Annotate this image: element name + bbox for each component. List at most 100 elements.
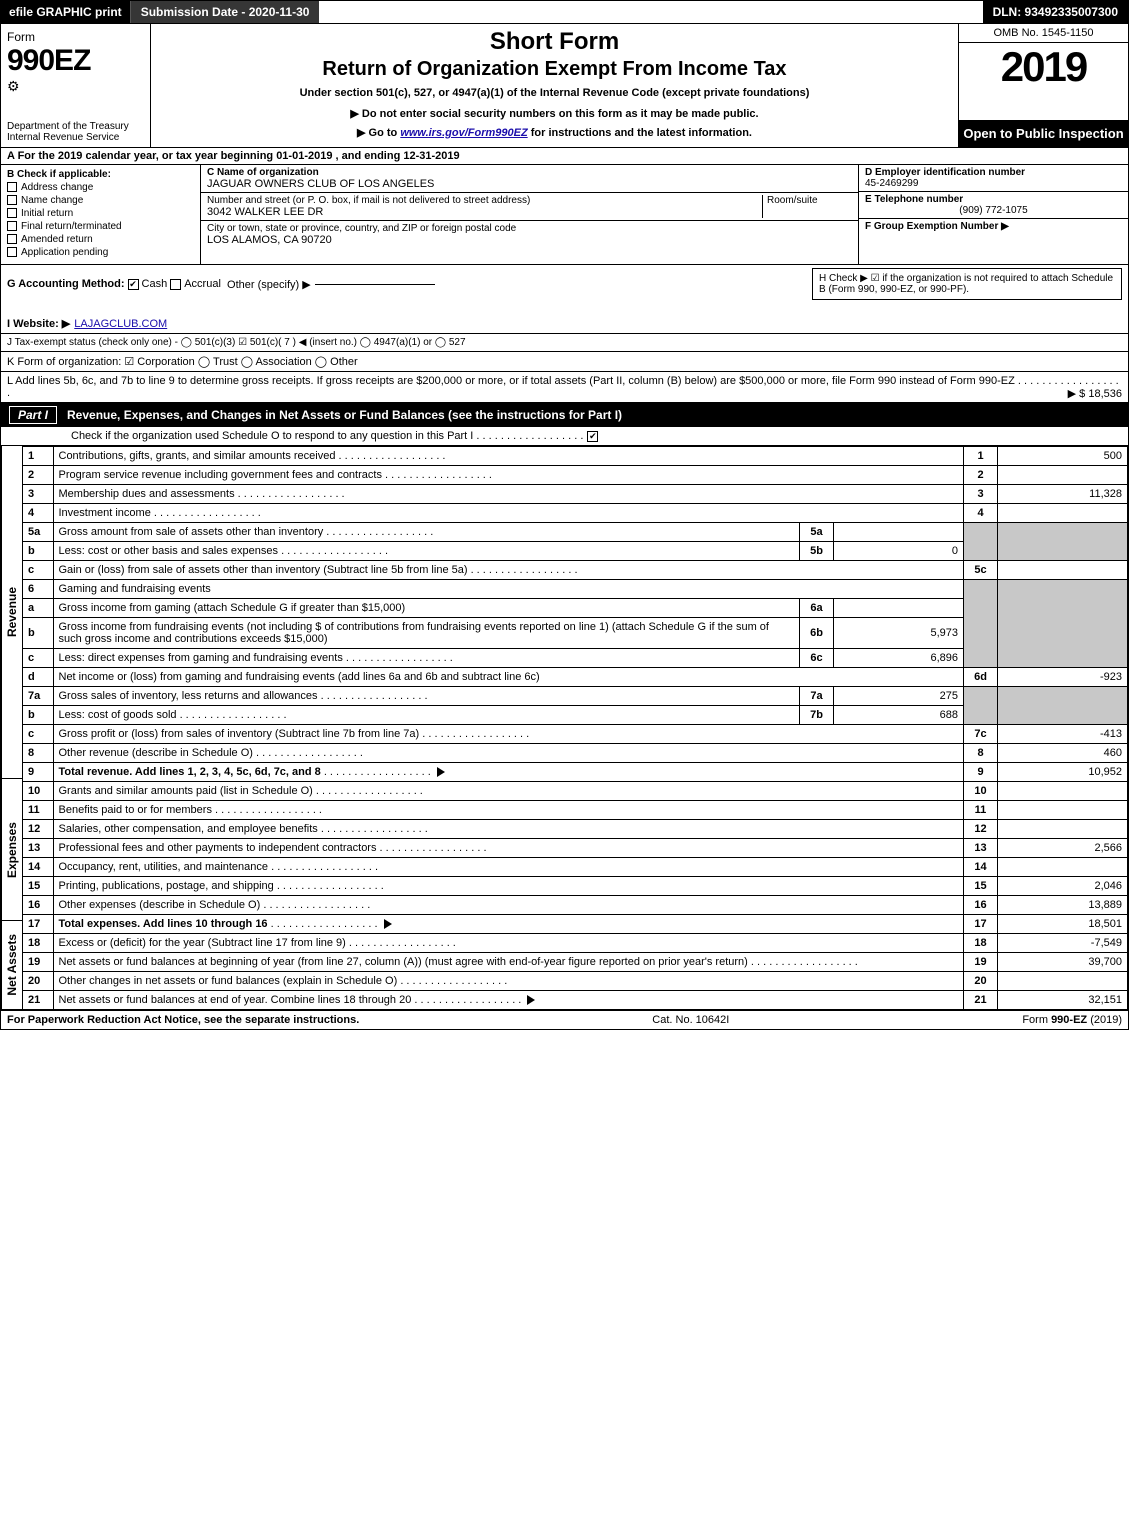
form-number: 990EZ bbox=[7, 44, 144, 78]
checkbox-icon[interactable] bbox=[7, 221, 17, 231]
chk-amended[interactable]: Amended return bbox=[7, 234, 194, 245]
part-i-sub-text: Check if the organization used Schedule … bbox=[71, 430, 473, 442]
chk-name-change[interactable]: Name change bbox=[7, 195, 194, 206]
box-def: D Employer identification number 45-2469… bbox=[858, 165, 1128, 264]
schedule-o-checkbox-icon[interactable] bbox=[587, 431, 598, 442]
row-15: 15Printing, publications, postage, and s… bbox=[23, 877, 1128, 896]
side-labels: Revenue Expenses Net Assets bbox=[1, 446, 23, 1010]
chk-pending[interactable]: Application pending bbox=[7, 247, 194, 258]
row-17: 17Total expenses. Add lines 10 through 1… bbox=[23, 915, 1128, 934]
header-left: Form 990EZ ⚙ Department of the Treasury … bbox=[1, 24, 151, 147]
row-7a: 7aGross sales of inventory, less returns… bbox=[23, 687, 1128, 706]
topbar-spacer bbox=[319, 1, 982, 23]
checkbox-icon[interactable] bbox=[7, 208, 17, 218]
row-2: 2Program service revenue including gover… bbox=[23, 466, 1128, 485]
part-i-title: Revenue, Expenses, and Changes in Net As… bbox=[67, 408, 622, 422]
ein-value: 45-2469299 bbox=[865, 178, 1122, 189]
row-5a: 5aGross amount from sale of assets other… bbox=[23, 523, 1128, 542]
row-10: 10Grants and similar amounts paid (list … bbox=[23, 782, 1128, 801]
room-suite: Room/suite bbox=[762, 195, 852, 218]
e-label: E Telephone number bbox=[865, 194, 1122, 205]
revenue-side-label: Revenue bbox=[1, 446, 23, 779]
website-link[interactable]: LAJAGCLUB.COM bbox=[74, 318, 167, 330]
irs-link[interactable]: www.irs.gov/Form990EZ bbox=[400, 127, 527, 139]
grey-cell bbox=[964, 687, 998, 725]
row-7b: bLess: cost of goods sold7b688 bbox=[23, 706, 1128, 725]
main-table: 1Contributions, gifts, grants, and simil… bbox=[23, 446, 1128, 1010]
line-k: K Form of organization: ☑ Corporation ◯ … bbox=[1, 352, 1128, 372]
street-row: Number and street (or P. O. box, if mail… bbox=[201, 193, 858, 221]
go-prefix: ▶ Go to bbox=[357, 127, 400, 139]
tax-year: 2019 bbox=[959, 43, 1128, 91]
go-suffix: for instructions and the latest informat… bbox=[528, 127, 752, 139]
form-header: Form 990EZ ⚙ Department of the Treasury … bbox=[1, 24, 1128, 148]
checkbox-icon[interactable] bbox=[7, 195, 17, 205]
line-l: L Add lines 5b, 6c, and 7b to line 9 to … bbox=[1, 372, 1128, 403]
row-11: 11Benefits paid to or for members11 bbox=[23, 801, 1128, 820]
row-12: 12Salaries, other compensation, and empl… bbox=[23, 820, 1128, 839]
row-6d: dNet income or (loss) from gaming and fu… bbox=[23, 668, 1128, 687]
arrow-icon bbox=[527, 995, 535, 1005]
checkbox-icon[interactable] bbox=[7, 247, 17, 257]
line-h-box: H Check ▶ ☑ if the organization is not r… bbox=[812, 268, 1122, 300]
row-7c: cGross profit or (loss) from sales of in… bbox=[23, 725, 1128, 744]
box-c: C Name of organization JAGUAR OWNERS CLU… bbox=[201, 165, 858, 264]
accrual-checkbox-icon[interactable] bbox=[170, 279, 181, 290]
addr-label: Number and street (or P. O. box, if mail… bbox=[207, 195, 756, 206]
line-l-amount: ▶ $ 18,536 bbox=[1068, 387, 1122, 400]
top-bar: efile GRAPHIC print Submission Date - 20… bbox=[1, 1, 1128, 24]
header-center: Short Form Return of Organization Exempt… bbox=[151, 24, 958, 147]
dots-icon bbox=[473, 430, 583, 442]
checkbox-icon[interactable] bbox=[7, 182, 17, 192]
efile-label: efile GRAPHIC print bbox=[1, 1, 130, 23]
form-ref: Form 990-EZ (2019) bbox=[1022, 1014, 1122, 1026]
other-label: Other (specify) ▶ bbox=[227, 278, 311, 291]
c-label: C Name of organization bbox=[207, 167, 428, 178]
cash-checkbox-icon[interactable] bbox=[128, 279, 139, 290]
other-input[interactable] bbox=[315, 284, 435, 285]
part-i-header: Part I Revenue, Expenses, and Changes in… bbox=[1, 403, 1128, 427]
row-18: 18Excess or (deficit) for the year (Subt… bbox=[23, 934, 1128, 953]
checkbox-icon[interactable] bbox=[7, 234, 17, 244]
grey-cell bbox=[998, 580, 1128, 668]
box-b: B Check if applicable: Address change Na… bbox=[1, 165, 201, 264]
g-prefix: G Accounting Method: bbox=[7, 278, 125, 290]
row-6: 6Gaming and fundraising events bbox=[23, 580, 1128, 599]
row-6c: cLess: direct expenses from gaming and f… bbox=[23, 649, 1128, 668]
goto-line: ▶ Go to www.irs.gov/Form990EZ for instru… bbox=[159, 126, 950, 139]
row-9: 9Total revenue. Add lines 1, 2, 3, 4, 5c… bbox=[23, 763, 1128, 782]
chk-address-change[interactable]: Address change bbox=[7, 182, 194, 193]
line-g-h: G Accounting Method: Cash Accrual Other … bbox=[1, 265, 1128, 314]
short-form-title: Short Form bbox=[159, 28, 950, 56]
cash-label: Cash bbox=[142, 278, 168, 290]
org-name: JAGUAR OWNERS CLUB OF LOS ANGELES bbox=[207, 178, 434, 190]
row-20: 20Other changes in net assets or fund ba… bbox=[23, 972, 1128, 991]
cat-no: Cat. No. 10642I bbox=[359, 1014, 1022, 1026]
arrow-icon bbox=[437, 767, 445, 777]
row-5b: bLess: cost or other basis and sales exp… bbox=[23, 542, 1128, 561]
city-label: City or town, state or province, country… bbox=[207, 223, 516, 234]
city-state-zip: LOS ALAMOS, CA 90720 bbox=[207, 234, 522, 246]
grey-cell bbox=[998, 687, 1128, 725]
group-exemption-row: F Group Exemption Number ▶ bbox=[859, 219, 1128, 264]
phone-row: E Telephone number (909) 772-1075 bbox=[859, 192, 1128, 219]
header-right: OMB No. 1545-1150 2019 Open to Public In… bbox=[958, 24, 1128, 147]
row-21: 21Net assets or fund balances at end of … bbox=[23, 991, 1128, 1010]
ein-row: D Employer identification number 45-2469… bbox=[859, 165, 1128, 192]
row-5c: cGain or (loss) from sale of assets othe… bbox=[23, 561, 1128, 580]
chk-final-return[interactable]: Final return/terminated bbox=[7, 221, 194, 232]
revenue-section: Revenue Expenses Net Assets 1Contributio… bbox=[1, 446, 1128, 1010]
row-1: 1Contributions, gifts, grants, and simil… bbox=[23, 447, 1128, 466]
dln-label: DLN: 93492335007300 bbox=[983, 1, 1128, 23]
street-address: 3042 WALKER LEE DR bbox=[207, 206, 762, 218]
row-3: 3Membership dues and assessments311,328 bbox=[23, 485, 1128, 504]
row-6b: bGross income from fundraising events (n… bbox=[23, 618, 1128, 649]
chk-initial-return[interactable]: Initial return bbox=[7, 208, 194, 219]
netassets-side-label: Net Assets bbox=[1, 921, 23, 1010]
omb-number: OMB No. 1545-1150 bbox=[959, 24, 1128, 43]
paperwork-notice: For Paperwork Reduction Act Notice, see … bbox=[7, 1014, 359, 1026]
expenses-side-label: Expenses bbox=[1, 779, 23, 920]
row-6a: aGross income from gaming (attach Schedu… bbox=[23, 599, 1128, 618]
row-19: 19Net assets or fund balances at beginni… bbox=[23, 953, 1128, 972]
line-j: J Tax-exempt status (check only one) - ◯… bbox=[1, 334, 1128, 352]
